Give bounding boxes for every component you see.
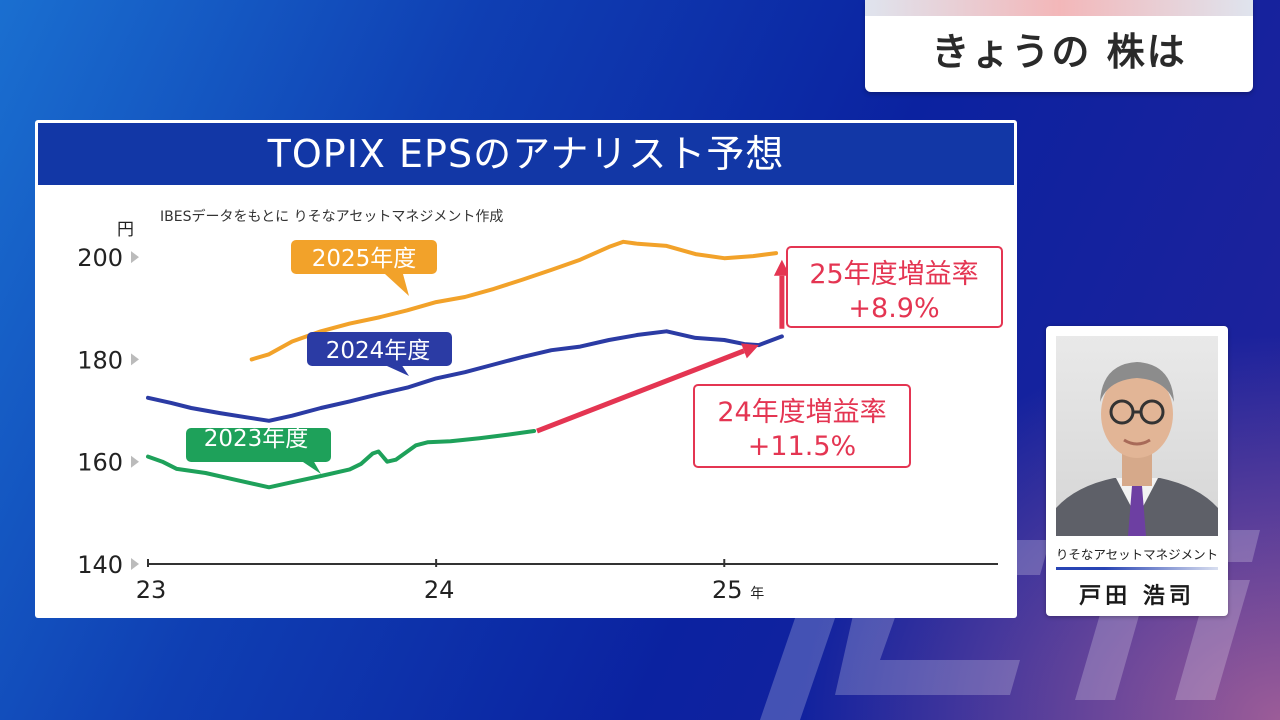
growth-2025-title: 25年度増益率 xyxy=(809,259,978,290)
y-tick-marker xyxy=(131,455,139,468)
growth-2024-title: 24年度増益率 xyxy=(717,397,886,428)
header-label: きょうの 株は xyxy=(931,30,1187,74)
header-tab: きょうの 株は xyxy=(865,0,1253,92)
series-label: 2025年度 xyxy=(291,240,437,296)
y-tick-label: 160 xyxy=(77,449,123,477)
x-tick-suffix: 年 xyxy=(750,586,764,602)
series-label-pointer xyxy=(385,274,409,296)
growth-arrow-2025-head xyxy=(773,259,790,276)
y-tick-label: 200 xyxy=(77,244,123,272)
y-tick-marker xyxy=(131,353,139,366)
y-tick-label: 180 xyxy=(77,346,123,374)
x-tick-label: 24 xyxy=(424,576,455,604)
growth-box-2025: 25年度増益率 +8.9% xyxy=(786,246,1003,328)
series-label-box xyxy=(186,428,331,462)
series-line xyxy=(249,239,779,362)
x-tick-label: 23 xyxy=(136,576,167,604)
presenter-photo xyxy=(1056,336,1218,536)
series-label-pointer xyxy=(387,364,409,376)
growth-arrow-2024-head xyxy=(741,343,759,359)
series-label-box xyxy=(307,332,452,366)
chart-panel: TOPIX EPSのアナリスト予想 IBESデータをもとに りそなアセットマネジ… xyxy=(35,120,1017,618)
series-label-text: 2024年度 xyxy=(326,338,431,364)
y-tick-marker xyxy=(131,558,139,570)
series-label: 2023年度 xyxy=(186,426,331,474)
y-tick-label: 140 xyxy=(77,551,123,579)
series-label-text: 2025年度 xyxy=(312,246,417,272)
x-tick-label: 25 xyxy=(712,576,743,604)
growth-2024-value: +11.5% xyxy=(748,431,856,462)
growth-2025-value: +8.9% xyxy=(848,293,939,324)
company-underline xyxy=(1056,567,1218,570)
y-axis-unit-label: 円 xyxy=(117,220,134,240)
growth-arrow-2025 xyxy=(773,259,790,329)
source-note: IBESデータをもとに りそなアセットマネジメント作成 xyxy=(160,209,504,225)
presenter-card: りそなアセットマネジメント 戸田 浩司 xyxy=(1046,326,1228,616)
presenter-name: 戸田 浩司 xyxy=(1079,584,1195,609)
header-tab-strip xyxy=(865,0,1253,16)
growth-box-2024: 24年度増益率 +11.5% xyxy=(693,384,911,468)
chart-title: TOPIX EPSのアナリスト予想 xyxy=(38,123,1014,185)
series-label: 2024年度 xyxy=(307,332,452,376)
series-line xyxy=(146,329,784,423)
y-tick-marker xyxy=(131,251,139,264)
series-line xyxy=(146,429,537,490)
presenter-company: りそなアセットマネジメント xyxy=(1055,547,1219,562)
series-label-box xyxy=(291,240,437,274)
series-label-pointer xyxy=(303,460,321,474)
growth-arrow-2024 xyxy=(536,343,759,434)
growth-arrow-2024-shaft xyxy=(536,348,745,434)
eps-line-chart: 円 140 160 180 200 23 24 25 年 2023年度 2024年度 2025年… xyxy=(77,220,1003,604)
series-label-text: 2023年度 xyxy=(204,426,309,452)
